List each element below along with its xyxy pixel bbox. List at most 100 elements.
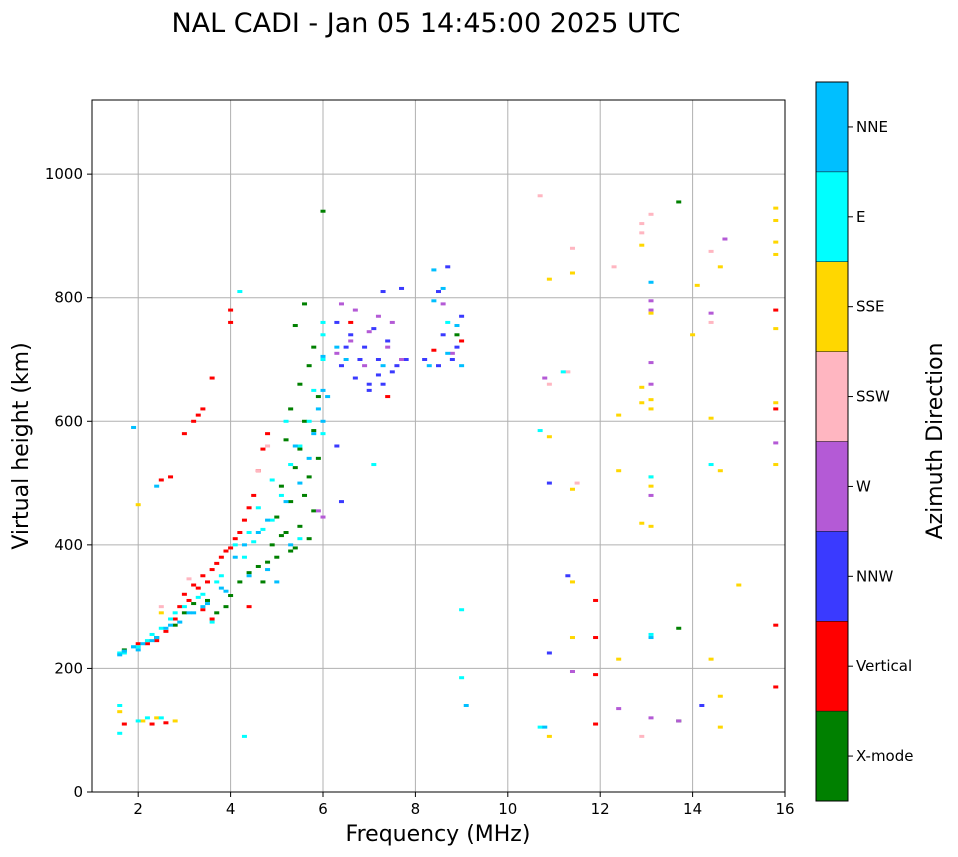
data-point-nne — [426, 364, 432, 368]
data-point-vertical — [144, 642, 150, 646]
data-point-x-mode — [311, 509, 317, 513]
data-point-ssw — [639, 222, 645, 226]
data-point-nne — [218, 586, 224, 590]
colorbar-swatch-nnw — [816, 531, 848, 622]
data-point-nnw — [454, 345, 460, 349]
data-point-x-mode — [297, 447, 303, 451]
data-point-vertical — [593, 673, 599, 677]
data-point-e — [297, 537, 303, 541]
data-point-vertical — [200, 608, 206, 612]
data-point-vertical — [593, 598, 599, 602]
data-point-nne — [232, 555, 238, 559]
data-point-w — [616, 707, 622, 711]
data-point-e — [158, 626, 164, 630]
data-point-x-mode — [278, 534, 284, 538]
data-point-x-mode — [454, 333, 460, 337]
data-point-vertical — [228, 308, 234, 312]
data-point-nnw — [394, 364, 400, 368]
data-point-e — [237, 290, 243, 294]
data-point-e — [320, 333, 326, 337]
data-point-sse — [736, 583, 742, 587]
data-point-w — [676, 719, 682, 723]
data-point-nne — [320, 354, 326, 358]
data-point-nne — [343, 358, 349, 361]
data-point-e — [537, 429, 543, 433]
data-point-vertical — [246, 605, 252, 609]
data-point-nne — [140, 642, 146, 646]
data-point-vertical — [593, 722, 599, 726]
y-tick-label: 400 — [54, 536, 83, 554]
data-point-sse — [616, 657, 622, 661]
data-point-sse — [117, 710, 123, 714]
data-point-ssw — [565, 370, 571, 374]
data-point-sse — [773, 240, 779, 244]
data-point-sse — [648, 484, 654, 488]
data-point-vertical — [121, 722, 127, 726]
data-point-vertical — [163, 629, 169, 633]
data-point-x-mode — [283, 531, 289, 534]
data-point-x-mode — [315, 456, 321, 460]
data-point-nne — [223, 589, 229, 593]
colorbar-tick-label: NNW — [856, 567, 893, 585]
data-point-nne — [440, 286, 446, 290]
data-point-nne — [431, 268, 437, 272]
data-point-w — [348, 339, 354, 343]
data-point-x-mode — [260, 580, 266, 584]
data-point-e — [209, 620, 215, 624]
data-point-nnw — [348, 333, 354, 337]
data-point-nnw — [385, 339, 391, 343]
data-point-nnw — [449, 358, 455, 361]
data-point-nnw — [375, 373, 381, 377]
colorbar-swatch-vertical — [816, 621, 848, 712]
data-point-nne — [131, 425, 137, 429]
data-point-vertical — [154, 639, 160, 643]
data-point-nne — [241, 543, 247, 547]
grid-lines — [92, 100, 785, 792]
data-point-ssw — [648, 212, 654, 216]
data-point-x-mode — [278, 484, 284, 488]
data-point-e — [283, 419, 289, 423]
data-point-nne — [205, 602, 210, 606]
data-point-w — [648, 299, 654, 303]
data-point-vertical — [773, 623, 779, 627]
data-point-nnw — [338, 500, 344, 504]
data-point-vertical — [265, 432, 271, 436]
data-point-nnw — [436, 364, 441, 368]
data-point-vertical — [181, 592, 187, 596]
data-point-x-mode — [306, 364, 312, 368]
colorbar-tick-label: SSE — [856, 298, 885, 316]
data-point-e — [537, 725, 543, 729]
data-point-x-mode — [311, 429, 317, 433]
data-point-ssw — [265, 444, 271, 448]
data-point-sse — [773, 327, 779, 331]
colorbar-swatch-x-mode — [816, 711, 848, 801]
data-point-nne — [149, 639, 155, 643]
data-point-e — [181, 605, 187, 609]
data-point-sse — [546, 734, 552, 738]
data-point-nnw — [366, 388, 372, 392]
data-point-sse — [546, 435, 552, 439]
data-point-vertical — [773, 407, 779, 411]
data-point-e — [135, 645, 141, 649]
data-point-nnw — [399, 286, 405, 290]
data-point-nne — [648, 280, 654, 284]
data-point-nne — [320, 388, 326, 392]
data-point-sse — [172, 719, 178, 723]
data-point-e — [241, 555, 247, 559]
data-point-sse — [135, 503, 141, 507]
data-point-sse — [546, 277, 552, 281]
data-point-nne — [315, 407, 321, 411]
data-point-nnw — [375, 358, 381, 361]
data-point-nne — [131, 645, 137, 649]
data-point-nne — [121, 649, 127, 653]
data-point-x-mode — [214, 611, 220, 615]
data-points — [117, 194, 779, 738]
data-point-e — [144, 716, 150, 720]
data-point-w — [648, 716, 654, 720]
data-point-nne — [274, 580, 280, 584]
data-point-nne — [191, 611, 197, 615]
x-tick-label: 10 — [498, 800, 517, 818]
colorbar-frame — [815, 81, 849, 802]
data-point-x-mode — [292, 466, 298, 470]
